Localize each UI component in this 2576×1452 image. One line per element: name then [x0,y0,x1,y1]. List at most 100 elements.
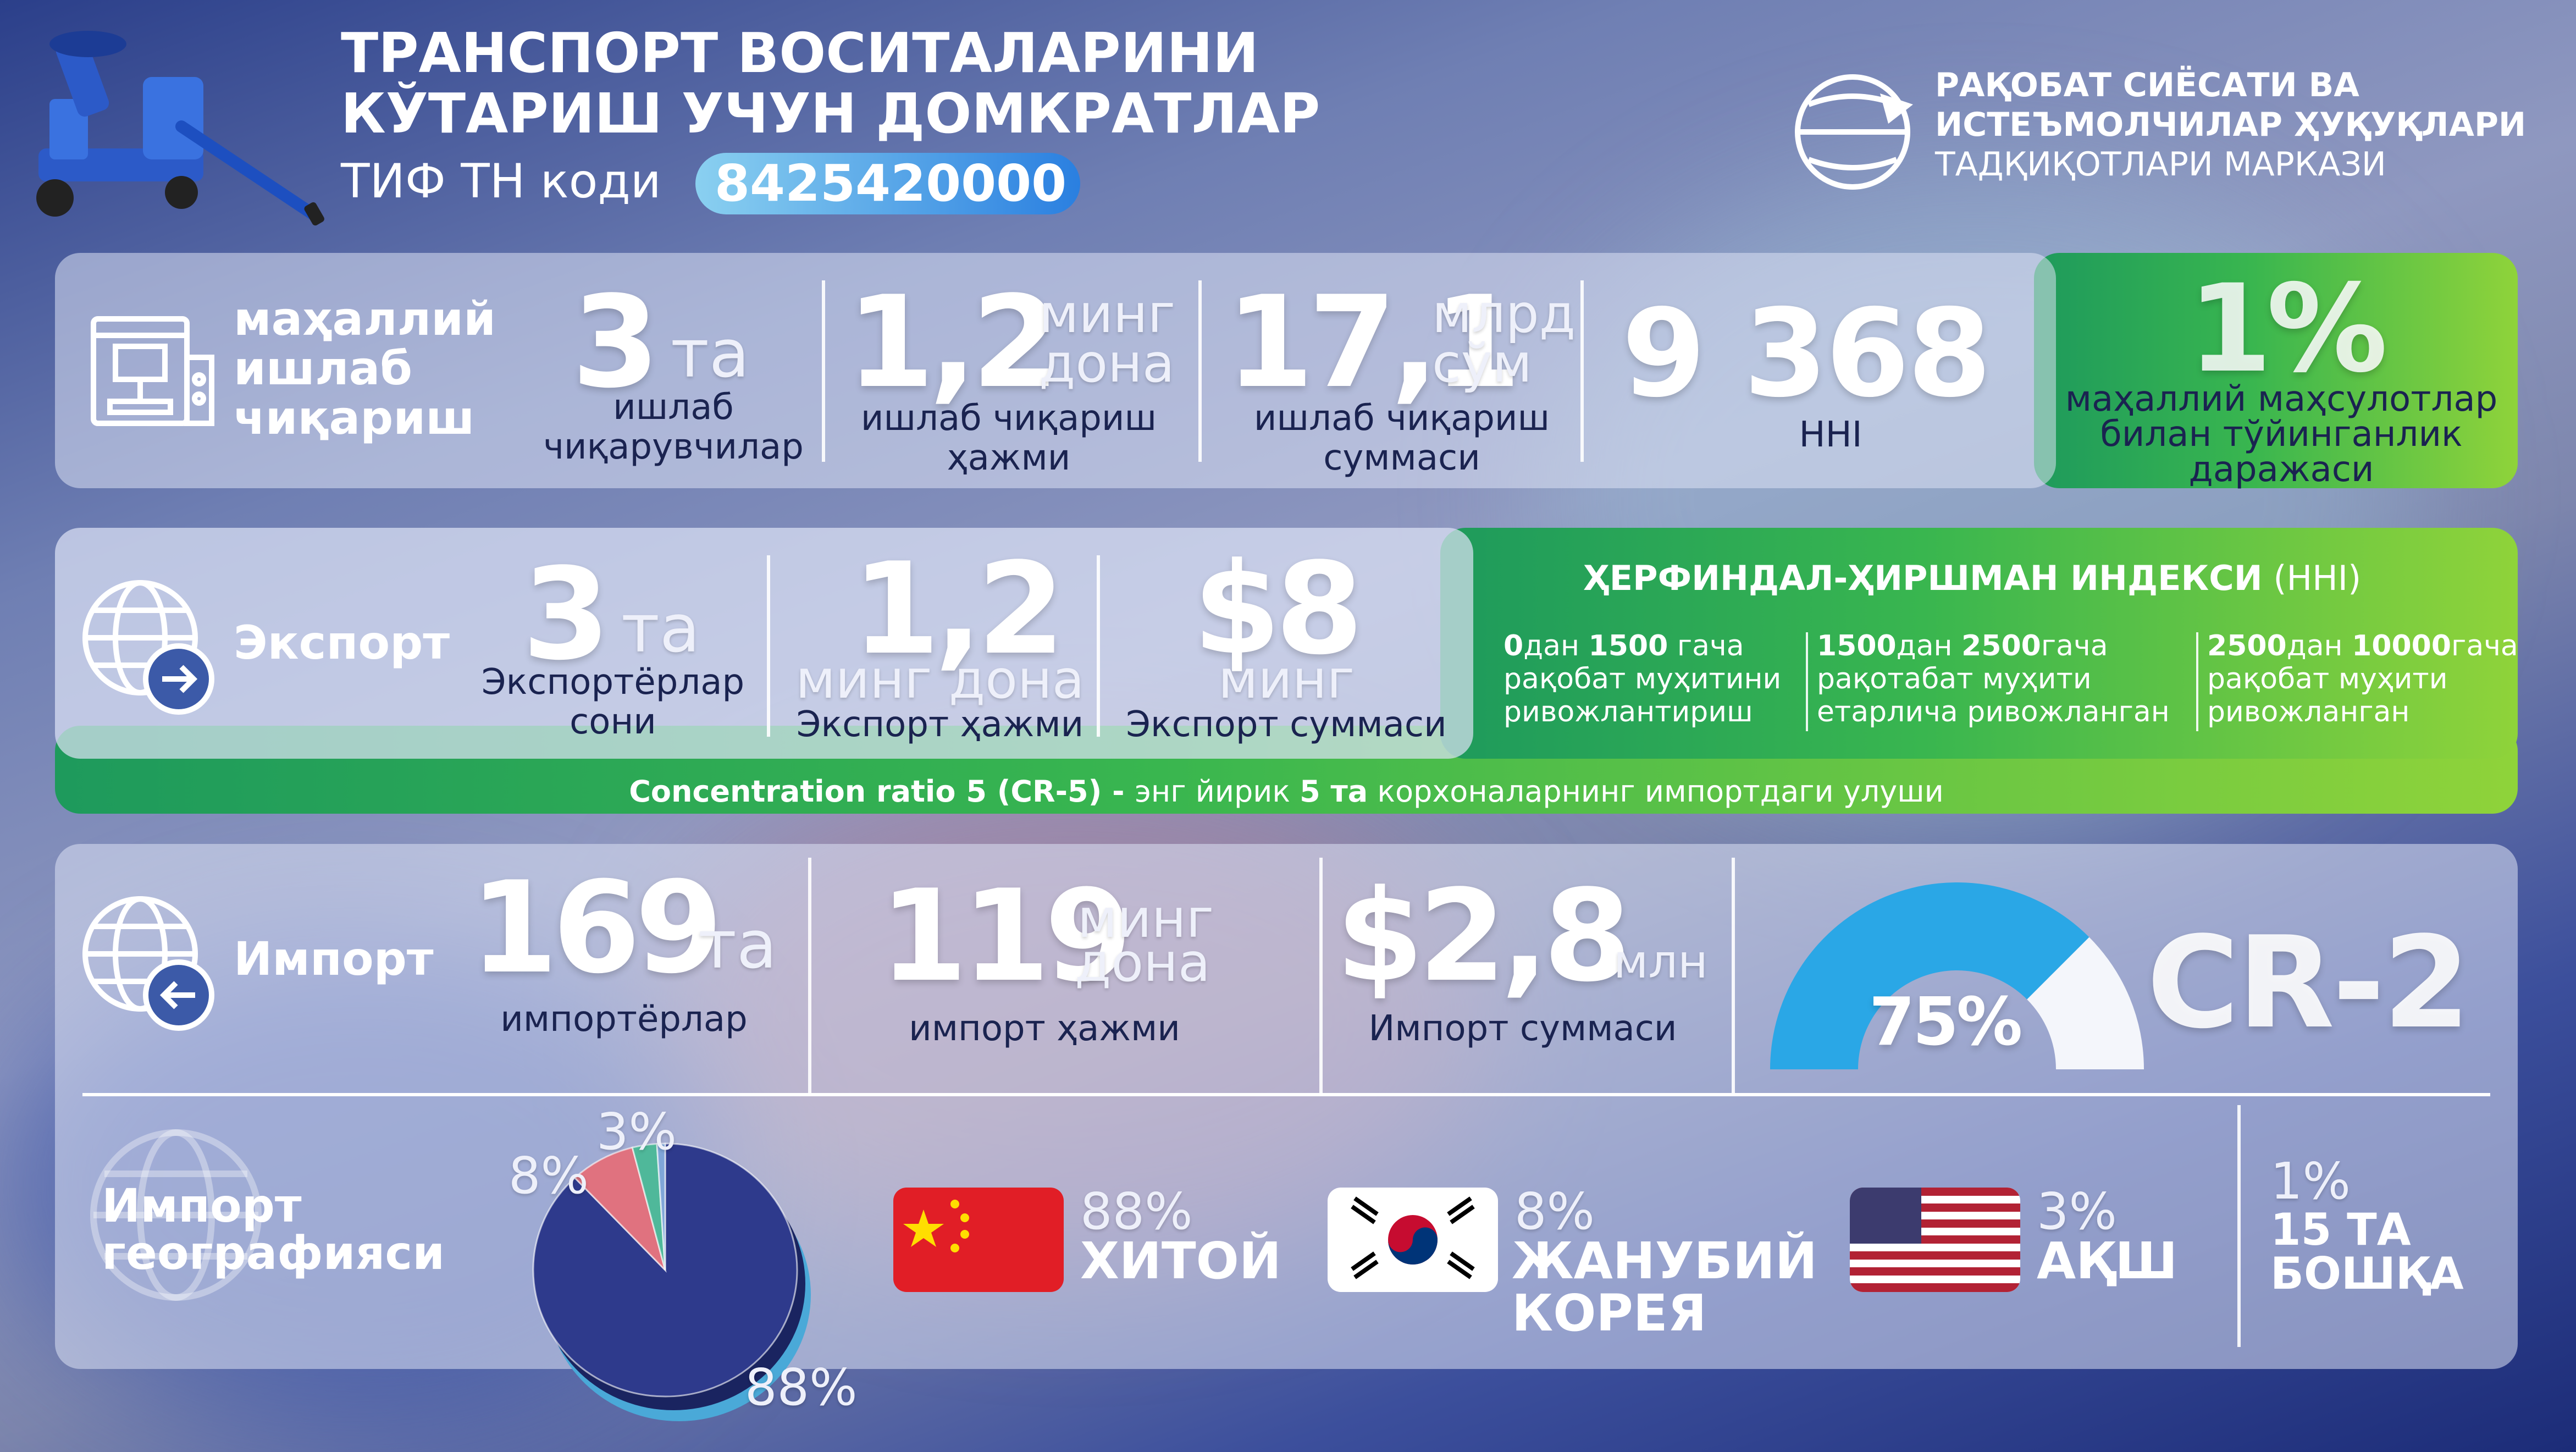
local-volume-label2: ҳажми [947,438,1071,478]
import-volume-unit1: минг [1077,888,1214,949]
other-name1: 15 ТА [2270,1204,2411,1255]
local-title-2: ишлаб [234,341,412,395]
geography-title1: Импорт [102,1179,302,1233]
hhi-range-line2: ривожланган [2207,695,2410,728]
local-amount-unit2: сўм [1432,333,1533,394]
hhi-range-to: 10000 [2352,630,2452,662]
header-title-line1: ТРАНСПОРТ ВОСИТАЛАРИНИ [341,21,1259,85]
hhi-range-line2: етарлича ривожланган [1817,695,2170,728]
local-volume-value: 1,2 [847,269,1059,416]
saturation-panel [2034,253,2518,488]
geography-title2: географияси [102,1226,445,1280]
cr-banner-text3: корхоналарнинг импортдаги улуши [1368,774,1944,809]
gauge-filled-arc [1770,882,2089,1069]
exporters-unit: та [621,591,700,667]
import-amount-value: $2,8 [1336,863,1631,1010]
divider [1319,858,1323,1094]
export-card [55,528,1473,759]
hhi-range-to: 2500 [1961,630,2041,662]
hhi-index-title-suffix: (ННІ) [2273,558,2362,598]
country-name: АҚШ [2037,1232,2178,1290]
cr-label: CR-2 [2147,910,2470,1057]
country-name: ХИТОЙ [1080,1232,1281,1290]
hhi-range-2: 1500дан 2500гача рақотабат муҳити етарли… [1817,630,2170,728]
import-volume-unit2: дона [1075,932,1210,993]
local-amount-label1: ишлаб чиқариш [1253,398,1550,439]
import-card [55,844,2518,1369]
gauge-remaining-arc [2027,937,2144,1069]
local-amount-unit1: млрд [1432,283,1576,345]
country-pct: 88% [1080,1182,1193,1241]
divider [1806,632,1808,731]
south-korea-flag-icon [1328,1188,1498,1292]
hhi-range-to: 1500 [1588,630,1668,662]
china-flag-icon [893,1188,1064,1292]
divider [1198,280,1202,462]
import-geography-pie-chart [532,1142,811,1421]
importers-value: 169 [470,855,723,1002]
pie-label-second: 8% [508,1146,589,1205]
world-globe-icon [90,1129,262,1301]
hhi-range-3: 2500дан 10000гача рақобат муҳити ривожла… [2207,630,2518,728]
saturation-label3: даражаси [2188,449,2374,490]
other-name2: БОШҚА [2270,1248,2464,1299]
producers-value: 3 [572,269,660,416]
hhi-index-title: ҲЕРФИНДАЛ-ҲИРШМАН ИНДЕКСИ (ННІ) [1583,558,2361,598]
local-volume-label1: ишлаб чиқариш [860,398,1157,439]
import-amount-unit: млн [1613,935,1708,989]
divider [808,858,811,1094]
usa-flag-icon [1850,1188,2020,1292]
country-pct: 8% [1514,1182,1595,1241]
hhi-range-from-suffix: дан [2286,630,2343,662]
car-jack-illustration [36,31,324,226]
hhi-range-line1: рақотабат муҳити [1817,662,2092,695]
country-pct: 3% [2037,1182,2117,1241]
import-volume-label: импорт ҳажми [909,1008,1180,1049]
local-volume-unit1: минг [1039,283,1176,345]
local-amount-value: 17,1 [1226,269,1521,416]
producers-label1: ишлаб [613,387,734,428]
export-amount-unit: минг [1218,649,1355,710]
export-volume-label: Экспорт ҳажми [796,704,1084,745]
hhi-range-from-suffix: дан [1896,630,1953,662]
hhi-index-title-text: ҲЕРФИНДАЛ-ҲИРШМАН ИНДЕКСИ [1583,558,2263,598]
pie-slice-china [532,1142,798,1398]
export-volume-unit: минг дона [795,649,1085,710]
hhi-range-to-suffix: гача [2041,630,2108,662]
exporters-label2: сони [570,702,656,742]
cr-banner-bold2: 5 та [1300,774,1368,809]
import-divider-horizontal [82,1093,2490,1096]
hhi-range-from: 1500 [1817,630,1897,662]
local-title-1: маҳаллий [234,292,496,346]
cr-gauge-chart [1770,882,2144,1069]
hhi-range-from: 2500 [2207,630,2287,662]
exporters-label1: Экспортёрлар [481,662,745,703]
importers-unit: та [698,907,777,984]
import-title: Импорт [234,932,434,986]
divider [2237,1105,2241,1347]
divider [1097,555,1100,737]
globe-arrow-left-icon [82,896,214,1031]
importers-label: импортёрлар [500,999,748,1040]
cr-banner-text2: энг йирик [1135,774,1300,809]
saturation-label2: билан тўйинганлик [2100,414,2463,455]
hhi-range-to-suffix: гача [2451,630,2518,662]
logo-line1: РАҚОБАТ СИЁСАТИ ВА [1935,66,2359,104]
divider [822,280,825,462]
local-amount-label2: суммаси [1323,438,1480,478]
pie-label-main: 88% [745,1358,858,1417]
header-title-line2: КЎТАРИШ УЧУН ДОМКРАТЛАР [341,81,1320,146]
producers-label2: чиқарувчилар [543,427,804,467]
globe-logo-icon [1795,74,1913,190]
tariff-code-badge [695,153,1080,214]
tariff-code-value: 8425420000 [715,154,1067,213]
pie-slice-korea [573,1146,667,1273]
tariff-code-label: ТИФ ТН коди [341,154,661,209]
hhi-range-from-suffix: дан [1523,630,1580,662]
hhi-range-to-suffix: гача [1677,630,1744,662]
hhi-value: 9 368 [1622,283,1992,424]
hhi-range-line1: рақобат муҳитини [1503,662,1782,695]
export-amount-label: Экспорт суммаси [1126,704,1447,745]
pie-label-third: 3% [596,1102,677,1161]
cr-value: 75% [1869,984,2022,1061]
